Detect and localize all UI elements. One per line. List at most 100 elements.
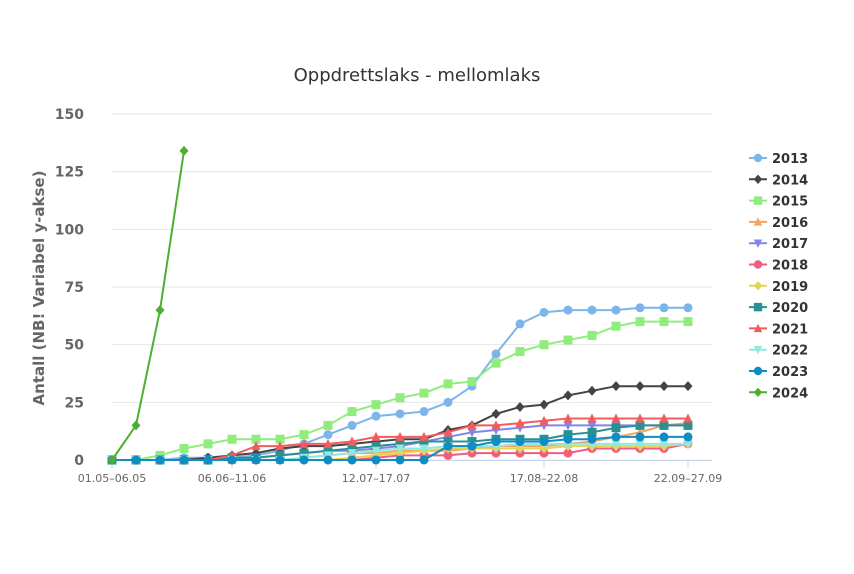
data-point-2013 (347, 420, 357, 430)
data-point-2015 (539, 340, 549, 350)
data-point-2014 (563, 390, 573, 401)
data-point-2023 (371, 455, 381, 465)
data-point-2013 (323, 430, 333, 440)
data-point-2022 (347, 449, 357, 459)
data-point-2023 (323, 455, 333, 465)
data-point-2023 (131, 455, 141, 465)
data-point-2015 (275, 434, 285, 444)
data-point-2021 (251, 441, 261, 451)
data-point-2023 (251, 455, 261, 465)
data-point-2022 (635, 439, 645, 449)
data-point-2018 (563, 448, 573, 458)
legend-item-2022[interactable]: 2022 (749, 344, 808, 359)
data-point-2023 (539, 437, 549, 447)
data-point-2023 (515, 437, 525, 447)
data-point-2013 (611, 305, 621, 315)
data-point-2020 (443, 437, 453, 447)
data-point-2022 (611, 439, 621, 449)
data-point-2014 (539, 399, 549, 410)
legend-item-2015[interactable]: 2015 (749, 195, 808, 210)
data-point-2021 (635, 413, 645, 423)
legend: 2013 2014 2015 2016 2017 2018 2019 2020 2021 2022… (749, 152, 808, 401)
data-point-2021 (395, 431, 405, 441)
legend-item-2014[interactable]: 2014 (749, 173, 808, 188)
data-point-2015 (323, 420, 333, 430)
data-point-2015 (203, 439, 213, 449)
legend-symbol-marker (753, 281, 763, 291)
legend-item-2020[interactable]: 2020 (749, 301, 808, 316)
data-point-2022 (419, 444, 429, 454)
data-point-2013 (635, 303, 645, 313)
grid-lines (112, 113, 712, 461)
data-point-2020 (299, 448, 309, 458)
legend-symbol-marker (753, 346, 763, 355)
data-point-2021 (347, 436, 357, 446)
legend-item-2016[interactable]: 2016 (749, 216, 808, 231)
data-point-2015 (467, 377, 477, 387)
legend-symbol-marker (753, 323, 763, 333)
data-point-2014 (683, 381, 693, 392)
data-point-2014 (659, 381, 669, 392)
data-point-2023 (683, 432, 693, 442)
data-point-2013 (515, 319, 525, 329)
data-point-2020 (587, 427, 597, 437)
data-point-2021 (683, 413, 693, 423)
data-point-2013 (419, 407, 429, 417)
data-point-2013 (371, 411, 381, 421)
data-point-2018 (443, 450, 453, 460)
legend-label: 2021 (772, 322, 808, 337)
series-2023 (107, 432, 693, 465)
data-point-2015 (611, 321, 621, 331)
legend-item-2013[interactable]: 2013 (749, 152, 808, 167)
data-point-2015 (251, 434, 261, 444)
data-point-2015 (587, 330, 597, 340)
legend-symbol-marker (753, 366, 763, 376)
data-point-2020 (635, 420, 645, 430)
data-point-2013 (539, 307, 549, 317)
data-point-2020 (419, 437, 429, 447)
legend-item-2021[interactable]: 2021 (749, 322, 808, 337)
legend-item-2024[interactable]: 2024 (749, 386, 808, 401)
data-point-2015 (659, 317, 669, 327)
legend-label: 2020 (772, 301, 808, 316)
data-point-2021 (563, 413, 573, 423)
data-point-2021 (611, 413, 621, 423)
data-point-2015 (683, 317, 693, 327)
legend-item-2019[interactable]: 2019 (749, 280, 808, 295)
data-point-2023 (203, 455, 213, 465)
data-point-2015 (635, 317, 645, 327)
data-point-2020 (467, 437, 477, 447)
data-point-2015 (491, 358, 501, 368)
data-point-2020 (683, 420, 693, 430)
y-tick-label: 25 (65, 395, 84, 411)
data-point-2020 (611, 423, 621, 433)
data-point-2017 (467, 428, 477, 438)
data-point-2024 (179, 145, 189, 156)
data-point-2014 (611, 381, 621, 392)
data-point-2023 (419, 455, 429, 465)
data-point-2015 (347, 407, 357, 417)
legend-item-2017[interactable]: 2017 (749, 237, 808, 252)
data-point-2013 (491, 349, 501, 359)
legend-item-2018[interactable]: 2018 (749, 259, 808, 274)
legend-item-2023[interactable]: 2023 (749, 365, 808, 380)
series-2024 (107, 145, 189, 465)
data-point-2023 (467, 441, 477, 451)
data-point-2013 (443, 397, 453, 407)
data-point-2021 (299, 438, 309, 448)
data-point-2023 (635, 432, 645, 442)
data-point-2023 (659, 432, 669, 442)
legend-symbol-marker (753, 153, 763, 163)
data-point-2014 (587, 385, 597, 396)
data-point-2022 (683, 439, 693, 449)
data-point-2021 (371, 431, 381, 441)
data-point-2023 (563, 434, 573, 444)
data-point-2023 (491, 437, 501, 447)
data-point-2024 (131, 420, 141, 431)
legend-symbol-marker (753, 217, 763, 226)
y-tick-label: 0 (74, 453, 84, 469)
data-point-2020 (323, 446, 333, 456)
data-point-2021 (515, 418, 525, 428)
x-tick-label: 12.07–17.07 (342, 472, 410, 485)
